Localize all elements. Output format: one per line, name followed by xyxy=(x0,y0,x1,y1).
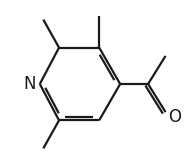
Text: N: N xyxy=(24,75,36,93)
Text: O: O xyxy=(168,108,181,126)
